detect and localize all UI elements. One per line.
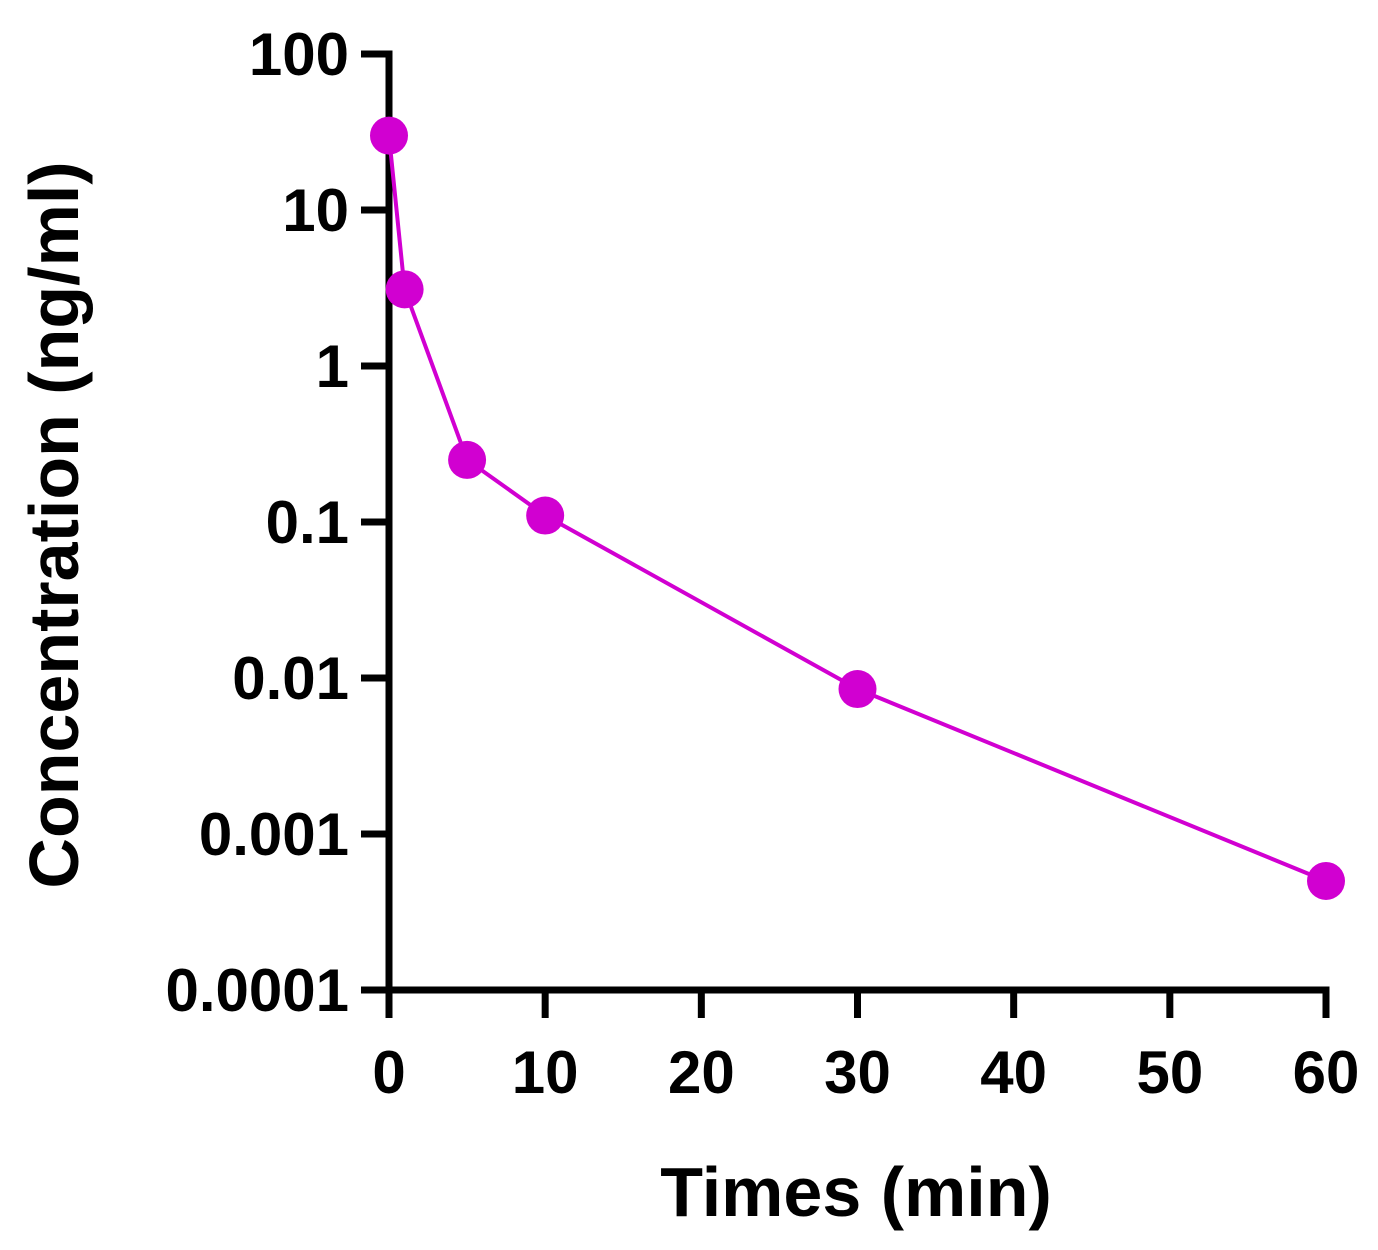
data-point [370, 116, 408, 155]
data-point [448, 440, 487, 479]
data-point [385, 270, 424, 309]
data-point [838, 670, 877, 709]
y-tick-label: 0.001 [199, 801, 349, 868]
x-tick-label: 40 [980, 1039, 1047, 1106]
y-axis-title: Concentration (ng/ml) [15, 161, 93, 888]
x-tick-label: 60 [1293, 1039, 1360, 1106]
y-tick-label: 0.0001 [165, 957, 349, 1024]
axis-ticks: 0.0001 0.001 0.01 0.1 1 10 100 0 10 20 30 40 50 60 [165, 21, 1359, 1106]
data-point [526, 496, 565, 535]
axes [385, 50, 1330, 994]
y-tick-label: 100 [249, 21, 349, 88]
x-tick-label: 10 [512, 1039, 579, 1106]
x-tick-label: 50 [1136, 1039, 1203, 1106]
data-series [370, 116, 1345, 900]
series-line [387, 135, 1327, 883]
y-tick-label: 1 [316, 333, 349, 400]
data-point [1307, 861, 1345, 900]
x-tick-label: 0 [372, 1039, 405, 1106]
x-tick-label: 20 [668, 1039, 735, 1106]
y-tick-label: 10 [282, 177, 349, 244]
x-axis-title: Times (min) [660, 1153, 1052, 1231]
x-tick-label: 30 [824, 1039, 891, 1106]
y-tick-label: 0.1 [266, 489, 349, 556]
y-tick-label: 0.01 [232, 645, 349, 712]
